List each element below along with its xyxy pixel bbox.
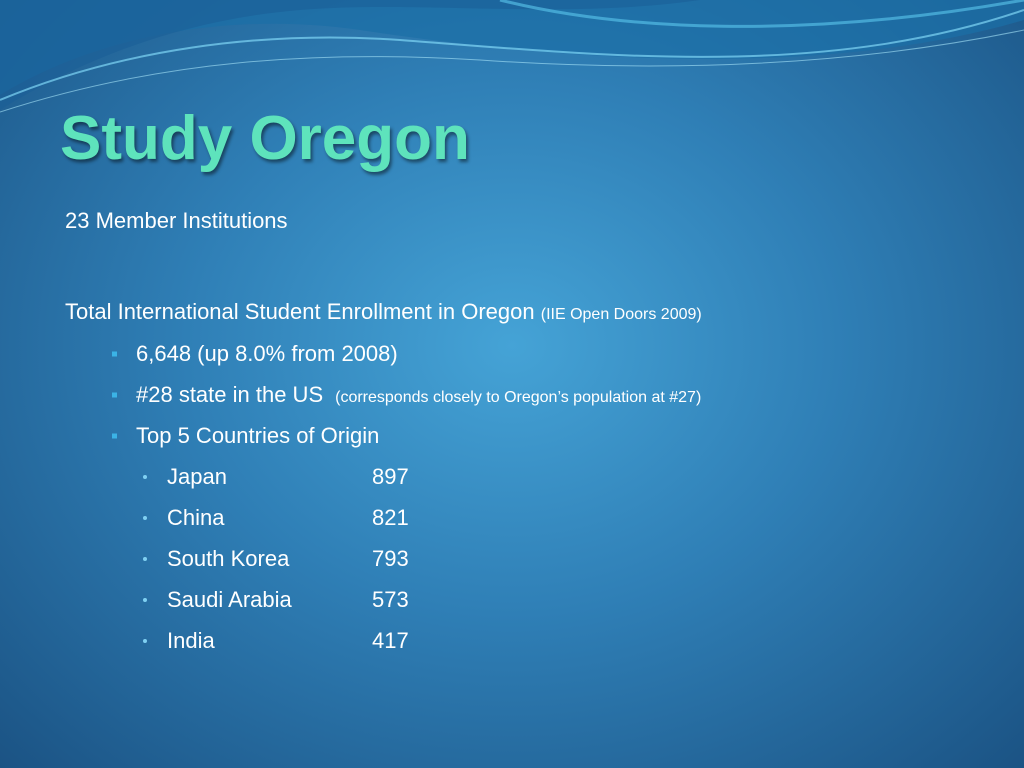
country-name: India xyxy=(167,628,215,653)
sub-bullet-marker xyxy=(143,516,147,520)
slide-title: Study Oregon xyxy=(60,104,470,173)
country-count: 821 xyxy=(372,505,409,530)
bullet-text: #28 state in the US (corresponds closely … xyxy=(136,384,701,406)
country-name: China xyxy=(167,505,225,530)
text: Total International Student Enrollment i… xyxy=(65,299,535,324)
sub-bullet-marker xyxy=(143,639,147,643)
country-count: 897 xyxy=(372,464,409,489)
wave-decoration xyxy=(0,0,1024,113)
bullet-text: Top 5 Countries of Origin xyxy=(136,425,379,447)
bullet-text: 6,648 (up 8.0% from 2008) xyxy=(136,343,398,365)
bullet-marker xyxy=(112,392,117,398)
country-count: 573 xyxy=(372,587,409,612)
country-name: Japan xyxy=(167,464,227,489)
text: Top 5 Countries of Origin xyxy=(136,423,380,448)
text: #28 state in the US xyxy=(136,382,324,407)
sub-bullet-marker xyxy=(143,557,147,561)
bullet-marker xyxy=(112,433,117,439)
note: (corresponds closely to Oregon’s populat… xyxy=(335,389,702,406)
text-line: 23 Member Institutions xyxy=(65,208,288,233)
country-name: South Korea xyxy=(167,546,290,571)
text-line: Total International Student Enrollment i… xyxy=(65,301,702,323)
sub-bullet-marker xyxy=(143,475,147,479)
bullet-marker xyxy=(112,351,117,357)
country-count: 793 xyxy=(372,546,409,571)
country-name: Saudi Arabia xyxy=(167,587,292,612)
source-note: (IIE Open Doors 2009) xyxy=(540,306,702,323)
sub-bullet-marker xyxy=(143,598,147,602)
text: 6,648 (up 8.0% from 2008) xyxy=(136,341,398,366)
country-count: 417 xyxy=(372,628,409,653)
